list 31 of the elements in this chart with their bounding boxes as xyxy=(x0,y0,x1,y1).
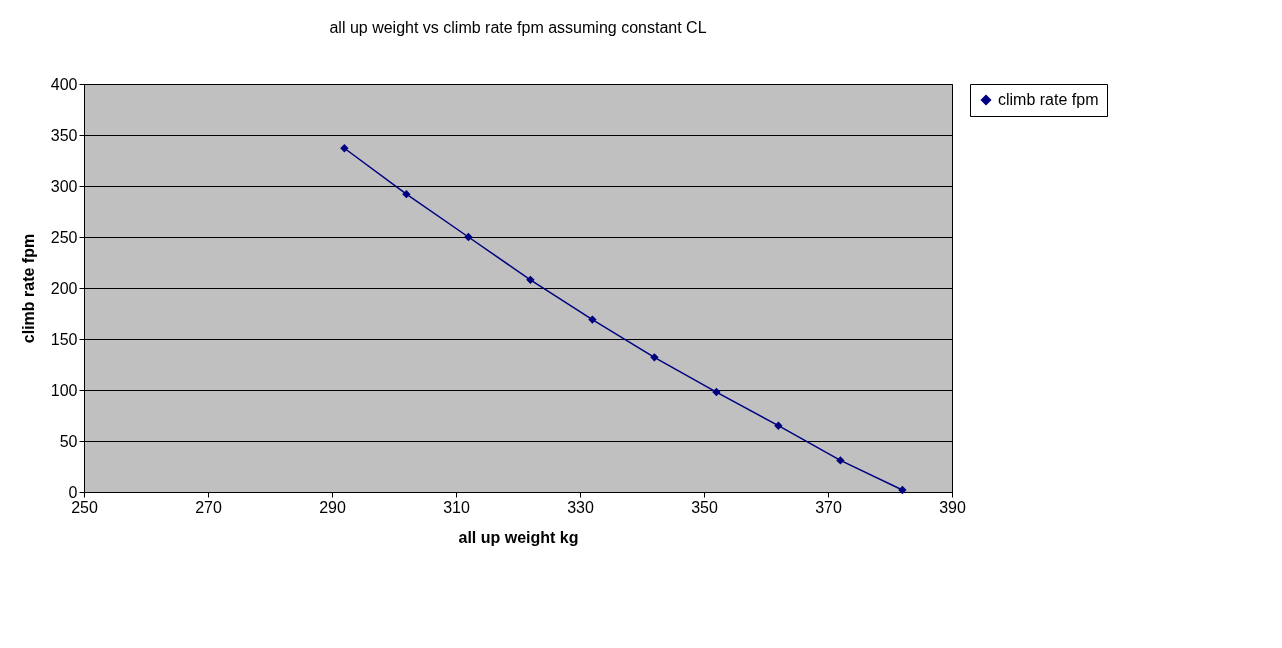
point xyxy=(650,353,659,362)
x-tick-label: 290 xyxy=(319,498,346,516)
y-tick-label: 0 xyxy=(68,483,78,501)
y-tick-label: 50 xyxy=(59,432,78,450)
point xyxy=(712,387,721,397)
x-tick-label: 250 xyxy=(71,498,98,516)
point xyxy=(774,421,783,430)
x-tick-label: 330 xyxy=(567,498,594,516)
x-tick-label: 370 xyxy=(815,498,842,516)
x-axis-title: all up weight kg xyxy=(458,528,579,546)
y-tick-label: 300 xyxy=(50,177,78,195)
y-tick-label: 250 xyxy=(50,228,78,246)
y-axis-title: climb rate fpm xyxy=(19,233,37,344)
x-tick-label: 350 xyxy=(691,498,718,516)
x-tick-label: 310 xyxy=(443,498,470,516)
point xyxy=(402,189,411,199)
y-tick-label: 150 xyxy=(50,330,78,348)
x-tick-label: 390 xyxy=(939,498,966,516)
point xyxy=(464,232,473,242)
x-tick-label: 270 xyxy=(195,498,222,516)
y-tick-label: 100 xyxy=(50,381,78,399)
y-tick-label: 200 xyxy=(50,279,78,297)
legend-label: climb rate fpm xyxy=(998,91,1099,108)
y-tick-label: 350 xyxy=(50,126,78,144)
y-tick-label: 400 xyxy=(50,75,78,93)
point xyxy=(526,275,535,285)
point xyxy=(340,144,349,153)
chart-title: all up weight vs climb rate fpm assuming constant CL xyxy=(329,19,707,36)
point xyxy=(836,456,845,465)
point xyxy=(898,485,907,495)
point xyxy=(588,315,597,324)
